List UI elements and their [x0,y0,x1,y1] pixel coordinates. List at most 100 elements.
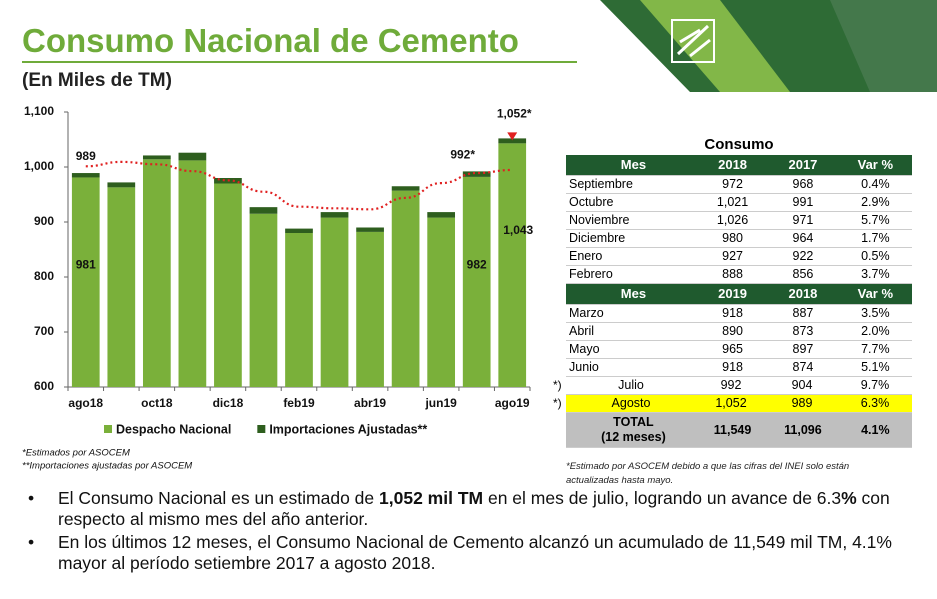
table-row: Febrero 888 856 3.7% [566,266,912,284]
cell: 5.1% [861,360,890,374]
bar-segment [142,159,171,387]
data-label: 982 [467,257,487,271]
data-label: 981 [76,258,96,272]
cell: 3.7% [861,267,890,281]
bar-segment [249,213,278,387]
cell: 5.7% [861,213,890,227]
logo [671,19,715,63]
subtitle: (En Miles de TM) [22,70,172,91]
bar-segment [71,173,100,178]
logo [676,24,711,58]
bar-segment [427,217,456,387]
header-cell: Var % [857,286,894,301]
cell: 989 [791,396,813,410]
table-row: Abril 890 873 2.0% [566,323,912,341]
bullet-dot: • [28,488,35,508]
cell: Junio [569,360,599,374]
bullet-segment: 1,052 mil TM [379,488,484,508]
cell: 2.0% [861,324,890,338]
table-title: Consumo [704,136,774,153]
x-tick-label: abr19 [354,396,386,410]
cell: Enero [569,249,603,263]
corner-decoration [830,0,937,92]
cell: 980 [722,231,743,245]
y-tick-label: 900 [34,214,54,228]
cell: 873 [792,324,814,338]
total-text: TOTAL [613,415,654,429]
total-label: 992* [450,148,475,162]
total-row: TOTAL (12 meses) 11,549 11,096 4.1% [566,413,912,448]
cell: 6.3% [860,396,890,410]
bullet-dot: • [28,532,35,552]
footnote: **Importaciones ajustadas por ASOCEM [22,461,192,472]
bar-segment [249,207,278,214]
bar-segment [462,176,491,387]
total-label: 989 [76,149,96,163]
table-row: Junio 918 874 5.1% [566,359,912,377]
bar-segment [71,177,100,387]
cell: 9.7% [860,378,890,392]
header-cell: 2017 [788,157,818,172]
total-text: (12 meses) [601,430,666,444]
bullet: • En los últimos 12 meses, el Consumo Nac… [28,532,918,574]
table: Consumo Mes 2018 2017 Var % Septiembre 972 968 0… [553,136,912,488]
header-cell: 2018 [718,157,748,172]
legend-label: Importaciones Ajustadas** [269,422,427,436]
cell: 888 [722,267,743,281]
bullet-segment: En los últimos 12 meses, el Consumo Naci… [58,532,892,573]
bar-segment [498,143,527,387]
cell: 2.9% [861,195,890,209]
bar-segment [391,190,420,387]
trend-line [85,160,513,211]
cell: 992 [720,378,742,392]
table-row: Enero 927 922 0.5% [566,248,912,266]
table-row: *) Agosto 1,052 989 6.3% [553,395,912,413]
bullet-segment: en el mes de julio, logrando un avance d… [483,488,842,508]
x-tick-label: feb19 [283,396,315,410]
cell: 7.7% [861,342,890,356]
total-label: 1,052* [497,107,532,121]
legend-label: Despacho Nacional [116,422,231,436]
total-cell: 4.1% [861,422,890,437]
bar-segment [107,187,136,387]
x-tick-label: oct18 [141,396,173,410]
bar-segment [142,155,171,160]
row-marker: *) [553,396,562,410]
total-label: TOTAL (12 meses) [566,415,698,445]
cell: Octubre [569,195,614,209]
bullet: • El Consumo Nacional es un estimado de 1… [28,488,918,530]
cell: 1,052 [715,396,747,410]
total-cell: 11,549 [713,422,752,437]
cell: 3.5% [861,306,890,320]
bar-segment [356,227,384,232]
trend-marker [507,132,518,141]
cell: Septiembre [569,177,633,191]
bar-segment [285,233,313,387]
y-tick-label: 800 [34,269,54,283]
bar-segment [320,217,349,387]
y-tick-label: 600 [34,379,54,393]
table-row: Octubre 1,021 991 2.9% [566,194,912,212]
cell: Agosto [611,396,651,410]
bullet-text: El Consumo Nacional es un estimado de 1,… [58,488,918,530]
cell: 968 [792,177,814,191]
cell: Febrero [569,267,613,281]
cell: 874 [792,360,814,374]
cell: 918 [722,306,743,320]
legend-swatch [104,425,112,433]
table-row: Marzo 918 887 3.5% [566,305,912,323]
header-row: Mes 2019 2018 Var % [566,284,912,305]
bullet-segment: con respecto al mismo mes del año anteri… [58,488,890,529]
x-tick-label: jun19 [424,396,457,410]
cell: Mayo [569,342,600,356]
row-marker: *) [553,378,562,392]
bullet-segment: % [841,488,857,508]
header-row: Mes 2018 2017 Var % [566,155,912,176]
bullets: • El Consumo Nacional es un estimado de 1… [28,488,918,576]
cell: Abril [569,324,595,338]
bar-segment [498,138,527,144]
data-label: 1,043 [503,223,533,237]
cell: 897 [792,342,814,356]
cell: 918 [722,360,743,374]
table-row: Mayo 965 897 7.7% [566,341,912,359]
